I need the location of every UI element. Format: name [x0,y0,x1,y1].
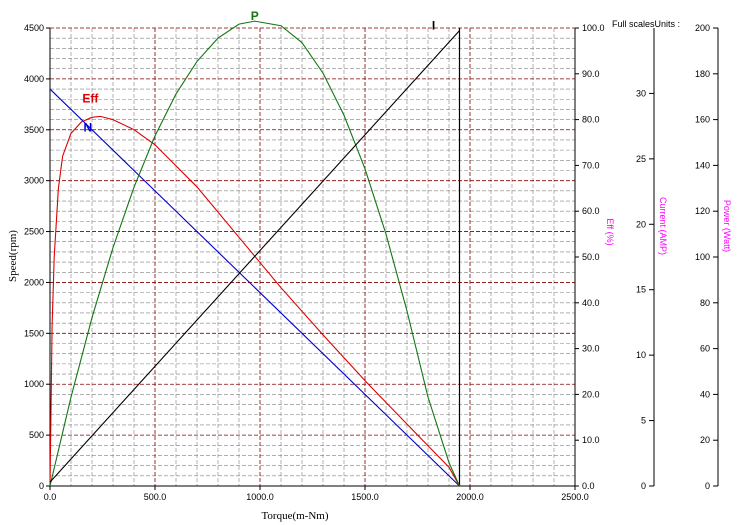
x-tick-label: 0.0 [44,492,57,502]
y-tick-label: 3000 [24,176,44,186]
eff-tick-label: 40.0 [582,298,600,308]
current-curve [49,30,460,483]
eff-tick-label: 100.0 [582,23,605,33]
eff-tick-label: 20.0 [582,389,600,399]
power-tick-label: 160 [695,115,710,125]
eff-axis-title: Eff (%) [605,218,615,245]
current-tick-label: 10 [636,350,646,360]
x-tick-label: 1500.0 [351,492,379,502]
x-axis-title: Torque(m-Nm) [261,510,328,522]
grid-minor [50,28,575,486]
y-tick-label: 2500 [24,227,44,237]
eff-tick-label: 60.0 [582,206,600,216]
eff-tick-label: 90.0 [582,69,600,79]
curve-labels: N Eff P I [82,9,435,135]
tick-labels: 0.0 500.0 1000.0 1500.0 2000.0 2500.005001000… [24,23,718,502]
curve-label-n: N [83,121,92,135]
current-tick-label: 25 [636,154,646,164]
power-tick-label: 20 [700,435,710,445]
curves [49,20,461,487]
current-axis-title: Current (AMP) [658,197,668,255]
x-tick-label: 2500.0 [561,492,589,502]
curve-label-p: P [251,9,259,23]
y-tick-label: 1000 [24,379,44,389]
power-curve [49,20,461,487]
y-tick-label: 2000 [24,277,44,287]
y-tick-label: 4000 [24,74,44,84]
current-tick-label: 0 [641,481,646,491]
curve-label-i: I [432,19,435,33]
current-tick-label: 30 [636,88,646,98]
y-tick-label: 500 [29,430,44,440]
eff-tick-label: 10.0 [582,435,600,445]
y-tick-label: 4500 [24,23,44,33]
current-tick-label: 20 [636,219,646,229]
current-tick-label: 15 [636,285,646,295]
power-tick-label: 60 [700,344,710,354]
axes [49,28,719,487]
y-tick-label: 0 [39,481,44,491]
y-tick-label: 3500 [24,125,44,135]
power-tick-label: 40 [700,389,710,399]
x-tick-label: 500.0 [144,492,167,502]
eff-tick-label: 30.0 [582,344,600,354]
power-tick-label: 180 [695,69,710,79]
power-tick-label: 0 [705,481,710,491]
full-scales-label: Full scalesUnits : [612,19,680,29]
current-tick-label: 5 [641,416,646,426]
y-tick-label: 1500 [24,328,44,338]
eff-tick-label: 50.0 [582,252,600,262]
efficiency-curve [49,115,460,487]
power-tick-label: 100 [695,252,710,262]
eff-tick-label: 0.0 [582,481,595,491]
power-tick-label: 140 [695,160,710,170]
power-axis-title: Power (Watt) [722,200,732,252]
grid-major [49,27,576,487]
curve-label-eff: Eff [82,91,99,105]
speed-curve [49,88,460,487]
eff-tick-label: 70.0 [582,160,600,170]
x-tick-label: 2000.0 [456,492,484,502]
eff-tick-label: 80.0 [582,115,600,125]
x-tick-label: 1000.0 [246,492,274,502]
power-tick-label: 200 [695,23,710,33]
power-tick-label: 120 [695,206,710,216]
power-tick-label: 80 [700,298,710,308]
y-axis-title: Speed(rpm) [7,230,19,282]
